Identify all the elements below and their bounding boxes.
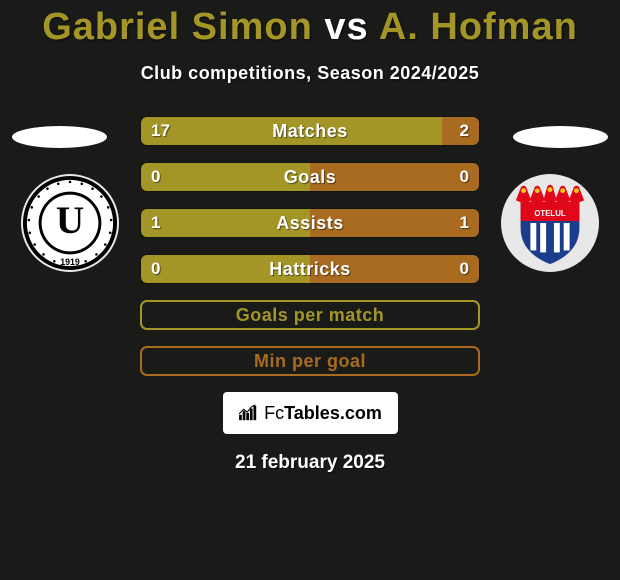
crest-right-icon: OTELUL [501, 174, 599, 272]
svg-text:1919: 1919 [60, 257, 80, 267]
player2-crest: OTELUL [501, 174, 599, 272]
crest-left-icon: U 1919 [21, 174, 119, 272]
stat-label: Goals [141, 163, 479, 191]
stat-row-min-per-goal: Min per goal [140, 346, 480, 376]
stat-bars: 17Matches20Goals01Assists10Hattricks0Goa… [140, 116, 480, 376]
stat-row-goals-per-match: Goals per match [140, 300, 480, 330]
stat-row-hattricks: 0Hattricks0 [140, 254, 480, 284]
stat-right-value: 1 [460, 209, 469, 237]
stat-label: Matches [141, 117, 479, 145]
svg-text:U: U [56, 199, 84, 242]
stat-row-assists: 1Assists1 [140, 208, 480, 238]
stat-right-value: 2 [460, 117, 469, 145]
comparison-title: Gabriel Simon vs A. Hofman [0, 0, 620, 49]
player2-name: A. Hofman [379, 6, 578, 48]
stat-row-matches: 17Matches2 [140, 116, 480, 146]
stat-label: Hattricks [141, 255, 479, 283]
footer-date: 21 february 2025 [0, 452, 620, 474]
brand-text: FcTables.com [264, 403, 382, 424]
stat-label: Assists [141, 209, 479, 237]
player1-name: Gabriel Simon [42, 6, 313, 48]
player1-crest: U 1919 [21, 174, 119, 272]
stat-row-goals: 0Goals0 [140, 162, 480, 192]
vs-text: vs [324, 6, 368, 48]
bars-icon [238, 404, 260, 422]
player1-ellipse [12, 126, 107, 148]
stats-area: U 1919 OTELUL [0, 116, 620, 376]
stat-right-value: 0 [460, 255, 469, 283]
stat-right-value: 0 [460, 163, 469, 191]
subtitle: Club competitions, Season 2024/2025 [0, 63, 620, 84]
player2-ellipse [513, 126, 608, 148]
brand-logo: FcTables.com [223, 392, 398, 434]
svg-text:OTELUL: OTELUL [534, 209, 566, 218]
